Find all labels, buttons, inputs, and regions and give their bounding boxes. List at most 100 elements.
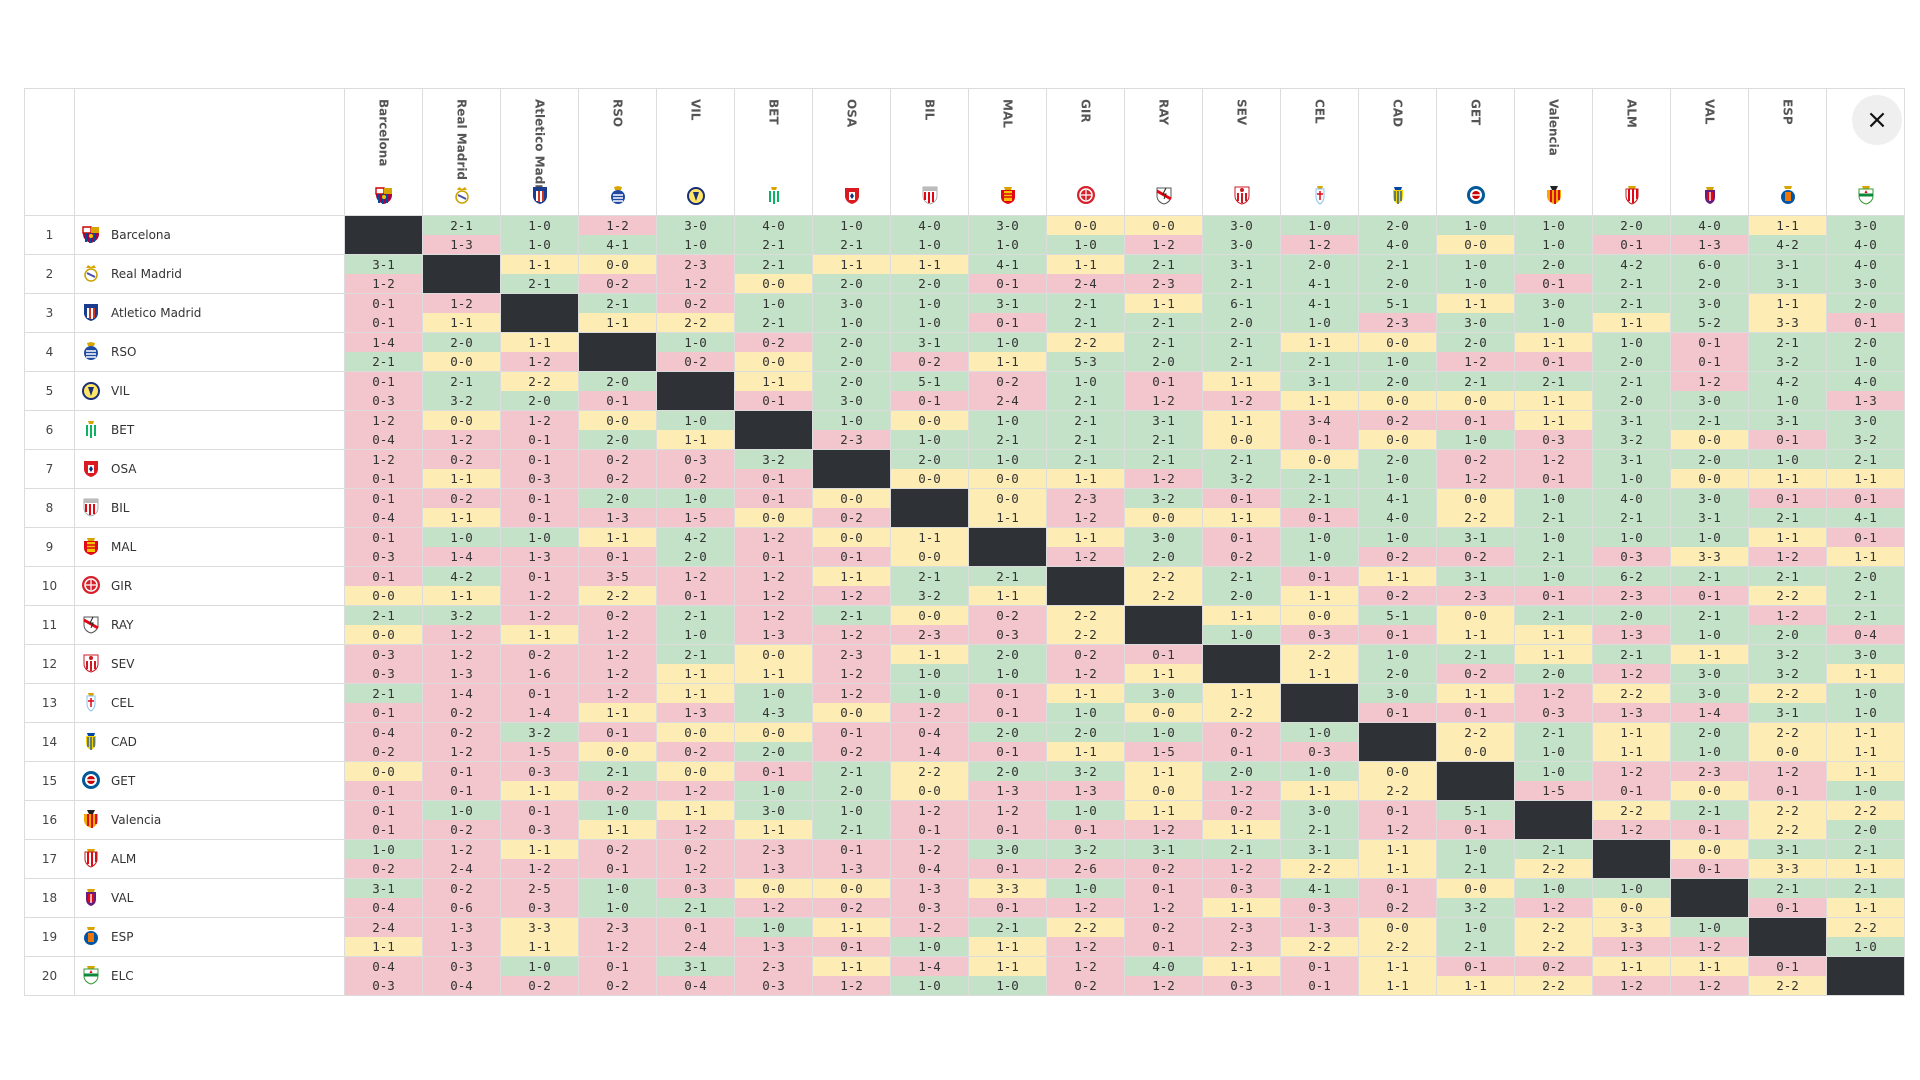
result-cell[interactable]: 0-1 2-2 [1748,956,1827,996]
result-cell[interactable]: 1-0 0-3 [1280,722,1359,762]
result-cell[interactable]: 1-1 0-3 [1202,956,1281,996]
result-cell[interactable]: 1-0 2-1 [968,410,1047,450]
result-cell[interactable]: 0-1 0-1 [422,761,501,801]
result-cell[interactable]: 0-0 1-0 [890,410,969,450]
result-cell[interactable]: 1-1 0-1 [734,371,813,411]
result-cell[interactable]: 0-3 0-3 [344,644,423,684]
result-cell[interactable]: 1-2 0-0 [812,683,891,723]
result-cell[interactable]: 0-0 1-2 [734,878,813,918]
result-cell[interactable]: 3-1 0-4 [656,956,735,996]
table-row[interactable]: 16 Valencia 0-1 0-1 1-0 0-2 0-1 0-3 1-0 1-1 1-1 1-2… [24,800,1905,840]
result-cell[interactable]: 6-0 2-0 [1670,254,1749,294]
result-cell[interactable]: 2-0 0-0 [1670,449,1749,489]
result-cell[interactable]: 0-1 0-2 [1358,878,1437,918]
result-cell[interactable]: 1-0 1-0 [890,293,969,333]
result-cell[interactable]: 2-1 2-3 [1124,254,1203,294]
result-cell[interactable]: 1-0 1-3 [500,527,579,567]
result-cell[interactable]: 4-0 3-0 [1826,254,1905,294]
result-cell[interactable]: 0-4 1-4 [890,722,969,762]
result-cell[interactable]: 2-3 0-3 [734,956,813,996]
result-cell[interactable]: 0-0 2-2 [1436,488,1515,528]
result-cell[interactable]: 1-1 1-1 [1358,839,1437,879]
result-cell[interactable]: 2-0 1-2 [1436,332,1515,372]
table-row[interactable]: 8 BIL 0-1 0-4 0-2 1-1 0-1 0-1 2-0 1-3 1-0 1-5 0-1 0-0… [24,488,1905,528]
result-cell[interactable]: 2-1 1-0 [1670,605,1749,645]
result-cell[interactable]: 0-0 2-0 [734,722,813,762]
result-cell[interactable]: 1-0 0-2 [1358,527,1437,567]
result-cell[interactable]: 3-1 0-2 [1436,527,1515,567]
result-cell[interactable]: 0-3 1-1 [500,761,579,801]
result-cell[interactable]: 1-2 2-0 [1748,605,1827,645]
result-cell[interactable]: 5-1 0-1 [890,371,969,411]
result-cell[interactable]: 2-0 1-1 [1046,722,1125,762]
result-cell[interactable]: 1-0 1-4 [422,527,501,567]
result-cell[interactable]: 2-1 0-4 [1826,605,1905,645]
result-cell[interactable]: 1-4 1-0 [890,956,969,996]
result-cell[interactable]: 1-0 0-3 [1592,527,1671,567]
result-cell[interactable]: 1-2 0-1 [1592,761,1671,801]
result-cell[interactable]: 2-1 1-1 [1826,878,1905,918]
result-cell[interactable]: 1-2 3-0 [1670,371,1749,411]
result-cell[interactable]: 2-3 1-3 [734,839,813,879]
result-cell[interactable]: 0-1 1-2 [1124,371,1203,411]
result-cell[interactable]: 1-0 0-2 [344,839,423,879]
result-cell[interactable]: 1-1 0-1 [1436,683,1515,723]
result-cell[interactable]: 1-0 1-1 [656,410,735,450]
result-cell[interactable]: 1-4 2-1 [344,332,423,372]
result-cell[interactable]: 3-1 3-3 [1748,839,1827,879]
result-cell[interactable]: 0-1 2-4 [656,917,735,957]
result-cell[interactable]: 2-1 0-2 [1436,644,1515,684]
result-cell[interactable]: 2-1 0-1 [1748,878,1827,918]
result-cell[interactable]: 1-0 2-0 [1358,644,1437,684]
table-row[interactable]: 6 BET 1-2 0-4 0-0 1-2 1-2 0-1 0-0 2-0 1-0 1-1 1-0 2-3… [24,410,1905,450]
result-cell[interactable]: 0-1 0-2 [1202,527,1281,567]
result-cell[interactable]: 2-1 1-1 [656,644,735,684]
result-cell[interactable]: 2-2 2-0 [1826,800,1905,840]
result-cell[interactable]: 0-0 2-3 [890,605,969,645]
result-cell[interactable]: 2-2 1-0 [1826,917,1905,957]
result-cell[interactable]: 1-0 2-1 [1046,371,1125,411]
result-cell[interactable]: 0-0 2-1 [1280,449,1359,489]
result-cell[interactable]: 2-3 0-0 [1670,761,1749,801]
team-name-cell[interactable]: VIL [74,371,345,411]
result-cell[interactable]: 3-2 2-6 [1046,839,1125,879]
result-cell[interactable]: 1-0 2-1 [1514,488,1593,528]
result-cell[interactable]: 2-0 1-2 [1202,761,1281,801]
result-cell[interactable]: 2-0 4-1 [1280,254,1359,294]
result-cell[interactable]: 1-2 0-3 [1514,683,1593,723]
result-cell[interactable]: 2-1 0-1 [1280,488,1359,528]
result-cell[interactable]: 1-0 2-0 [1592,332,1671,372]
result-cell[interactable]: 2-0 4-0 [1358,215,1437,255]
table-row[interactable]: 19 ESP 2-4 1-1 1-3 1-3 3-3 1-1 2-3 1-2 0-1 2-4 1-0 1-… [24,917,1905,957]
result-cell[interactable]: 0-0 3-2 [1436,878,1515,918]
result-cell[interactable]: 1-1 1-1 [1826,722,1905,762]
result-cell[interactable]: 2-1 1-1 [1826,839,1905,879]
result-cell[interactable]: 4-2 1-0 [1748,371,1827,411]
result-cell[interactable]: 1-0 0-0 [1592,878,1671,918]
result-cell[interactable]: 0-0 0-3 [1280,605,1359,645]
result-cell[interactable]: 1-1 2-0 [1514,644,1593,684]
result-cell[interactable]: 0-3 1-1 [1202,878,1281,918]
table-row[interactable]: 17 ALM 1-0 0-2 1-2 2-4 1-1 1-2 0-2 0-1 0-2 1-2 2-3 1-… [24,839,1905,879]
result-cell[interactable]: 3-1 1-1 [1280,371,1359,411]
result-cell[interactable]: 0-0 2-2 [1358,761,1437,801]
result-cell[interactable]: 0-0 1-1 [1436,605,1515,645]
result-cell[interactable]: 0-1 0-4 [344,488,423,528]
result-cell[interactable]: 1-1 1-2 [812,956,891,996]
result-cell[interactable]: 1-0 1-1 [1280,761,1359,801]
table-row[interactable]: 10 GIR 0-1 0-0 4-2 1-1 0-1 1-2 3-5 2-2 1-2 0-1 1-2 1-… [24,566,1905,606]
result-cell[interactable]: 0-0 0-2 [656,722,735,762]
result-cell[interactable]: 1-2 2-4 [422,839,501,879]
result-cell[interactable]: 1-1 1-0 [968,956,1047,996]
result-cell[interactable]: 0-2 2-2 [656,293,735,333]
result-cell[interactable]: 2-0 3-0 [812,371,891,411]
result-cell[interactable]: 0-3 2-1 [656,878,735,918]
result-cell[interactable]: 2-0 1-0 [1826,332,1905,372]
result-cell[interactable]: 2-1 2-0 [1124,332,1203,372]
result-cell[interactable]: 3-3 0-1 [968,878,1047,918]
result-cell[interactable]: 0-2 0-2 [578,449,657,489]
result-cell[interactable]: 2-1 3-2 [422,371,501,411]
result-cell[interactable]: 0-0 2-2 [1358,917,1437,957]
result-cell[interactable]: 2-2 3-1 [1748,683,1827,723]
result-cell[interactable]: 1-2 1-3 [734,605,813,645]
